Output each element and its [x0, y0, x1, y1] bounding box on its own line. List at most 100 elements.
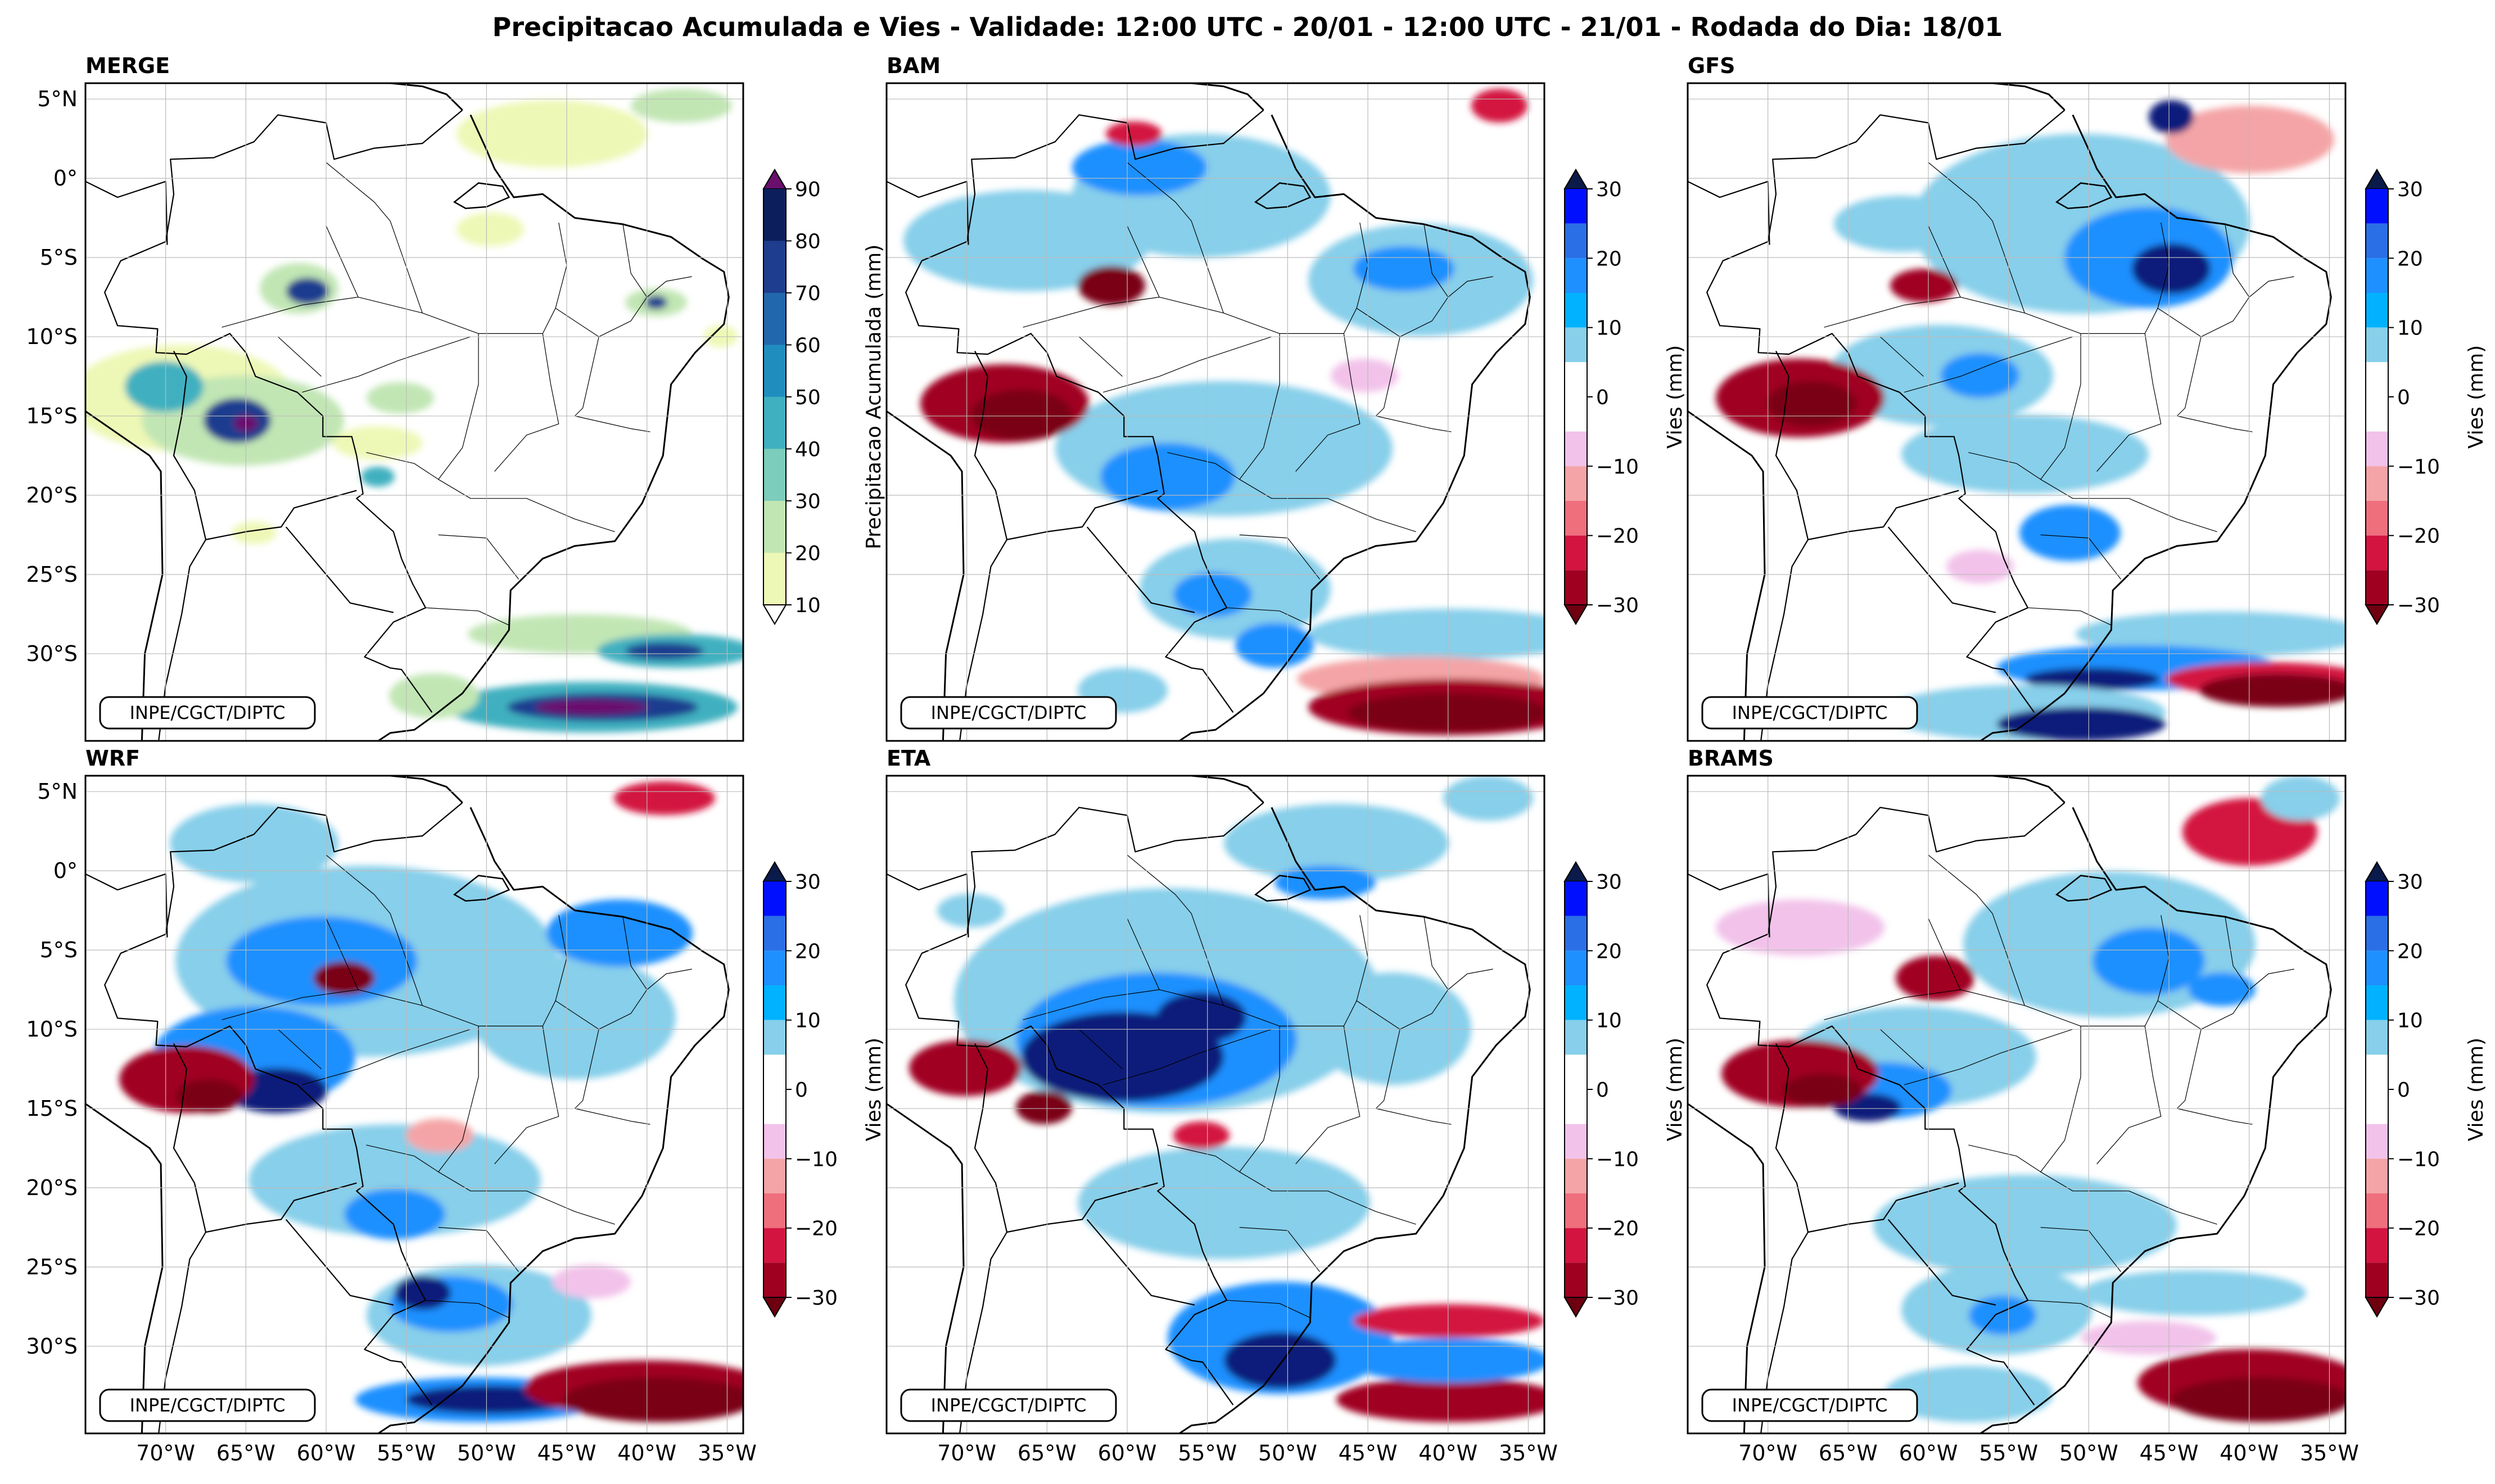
- lat-tick-label: 0°: [53, 858, 78, 883]
- coastline: [85, 213, 164, 741]
- colorbar-tick-label: 20: [795, 542, 821, 565]
- colorbar-segment: [763, 985, 786, 1020]
- coastline: [1688, 906, 1766, 1433]
- lon-tick-label: 70°W: [136, 1441, 195, 1465]
- colorbar-tick-label: 30: [1596, 178, 1622, 201]
- lon-tick-label: 35°W: [1499, 1441, 1558, 1465]
- colorbar-tick-label: 10: [2397, 1010, 2423, 1033]
- lon-tick-label: 45°W: [1339, 1441, 1398, 1465]
- lat-tick-label: 0°: [53, 166, 78, 191]
- colorbar-segment: [763, 449, 786, 501]
- lon-tick-label: 60°W: [1899, 1441, 1958, 1465]
- lon-tick-label: 40°W: [2220, 1441, 2279, 1465]
- colorbar-segment: [1565, 258, 1587, 293]
- colorbar-tick-label: −10: [1596, 455, 1639, 478]
- panel-title: ETA: [887, 746, 931, 771]
- colorbar-segment: [1565, 223, 1587, 259]
- country-border: [905, 110, 1264, 713]
- country-border: [1887, 526, 1996, 613]
- colorbar-segment: [1565, 293, 1587, 328]
- colorbar-segment: [763, 1020, 786, 1055]
- lon-tick-label: 35°W: [698, 1441, 757, 1465]
- state-border: [1904, 336, 2073, 393]
- colorbar-tick-label: −10: [2397, 455, 2440, 478]
- state-border: [1167, 452, 1240, 480]
- state-border: [1226, 1300, 1310, 1318]
- map-frame: [84, 775, 744, 1435]
- colorbar-segment: [763, 1228, 786, 1263]
- colorbar-extend-arrow: [762, 604, 787, 625]
- colorbar-segment: [1565, 1159, 1587, 1193]
- state-border: [2096, 1026, 2162, 1165]
- colorbar-tick-label: −10: [2397, 1148, 2440, 1171]
- panel-eta: ETA: [885, 746, 1687, 1465]
- colorbar-segment: [1565, 1263, 1587, 1297]
- panel-merge: MERGE: [26, 53, 885, 742]
- lon-tick-label: 65°W: [216, 1441, 275, 1465]
- colorbar-segment: [2366, 1055, 2388, 1089]
- colorbar-segment: [2366, 327, 2388, 363]
- country-border: [1775, 1043, 1959, 1233]
- colorbar-extend-arrow: [2365, 169, 2389, 189]
- colorbar-segment: [1565, 951, 1587, 985]
- state-border: [1078, 1029, 1123, 1070]
- colorbar-segment: [763, 241, 786, 293]
- panel-title: MERGE: [85, 53, 170, 78]
- colorbar-tick-label: 0: [1596, 1079, 1609, 1102]
- colorbar-tick-label: 30: [795, 490, 821, 513]
- colorbar-segment: [1565, 466, 1587, 501]
- colorbar-segment: [1565, 916, 1587, 951]
- lon-tick-label: 60°W: [297, 1441, 356, 1465]
- map-gridlines: [1688, 83, 2345, 741]
- state-border: [622, 224, 648, 297]
- country-border: [173, 1043, 357, 1233]
- colorbar-segment: [2366, 1124, 2388, 1159]
- colorbar-segment: [763, 189, 786, 241]
- lon-tick-label: 50°W: [457, 1441, 516, 1465]
- colorbar-segment: [763, 397, 786, 449]
- panel-title: BAM: [887, 53, 941, 78]
- colorbar-tick-label: −30: [1596, 1287, 1639, 1310]
- coastline: [386, 776, 463, 803]
- panel-brams: BRAMS: [1687, 746, 2488, 1465]
- colorbar-segment: [763, 345, 786, 397]
- marajo-island: [1254, 182, 1312, 209]
- lon-tick-label: 40°W: [1418, 1441, 1477, 1465]
- state-border: [425, 1300, 509, 1318]
- colorbar-segment: [763, 1263, 786, 1297]
- lat-tick-label: 5°S: [40, 938, 78, 962]
- coastline: [1988, 776, 2065, 803]
- colorbar-bias: 30 20 10 0 −10 −20 −30 Vies (mm): [2365, 861, 2488, 1318]
- colorbar-segment: [763, 1089, 786, 1124]
- colorbar-tick-label: 10: [2397, 317, 2423, 340]
- country-border: [887, 180, 969, 245]
- state-border: [2096, 333, 2162, 472]
- lat-tick-label: 20°S: [26, 483, 78, 508]
- colorbar-extend-arrow: [2365, 604, 2389, 625]
- lat-tick-label: 10°S: [26, 1017, 78, 1042]
- colorbar-tick-label: 80: [795, 230, 821, 254]
- colorbar-tick-label: 20: [1596, 247, 1622, 270]
- colorbar-tick-label: 30: [1596, 871, 1622, 894]
- colorbar-tick-label: 70: [795, 282, 821, 305]
- state-border: [494, 1026, 559, 1165]
- state-border: [1356, 969, 1493, 1030]
- state-border: [1824, 989, 1961, 1020]
- marajo-island: [453, 875, 510, 902]
- colorbar-tick-label: 40: [795, 438, 821, 462]
- marajo-island: [2055, 182, 2113, 209]
- state-border: [1295, 1026, 1361, 1165]
- colorbar-segment: [1565, 881, 1587, 916]
- lon-tick-label: 35°W: [2300, 1441, 2359, 1465]
- colorbar-segment: [1565, 1193, 1587, 1228]
- state-border: [542, 915, 567, 1026]
- state-border: [2027, 1300, 2112, 1318]
- colorbar-segment: [763, 1124, 786, 1159]
- credit-text: INPE/CGCT/DIPTC: [931, 702, 1087, 723]
- colorbar-extend-arrow: [762, 861, 787, 882]
- colorbar-tick-label: −10: [1596, 1148, 1639, 1171]
- state-border: [1423, 916, 1449, 990]
- coastline: [1178, 807, 1531, 1433]
- colorbar-segment: [1565, 362, 1587, 397]
- country-border: [1688, 180, 1770, 245]
